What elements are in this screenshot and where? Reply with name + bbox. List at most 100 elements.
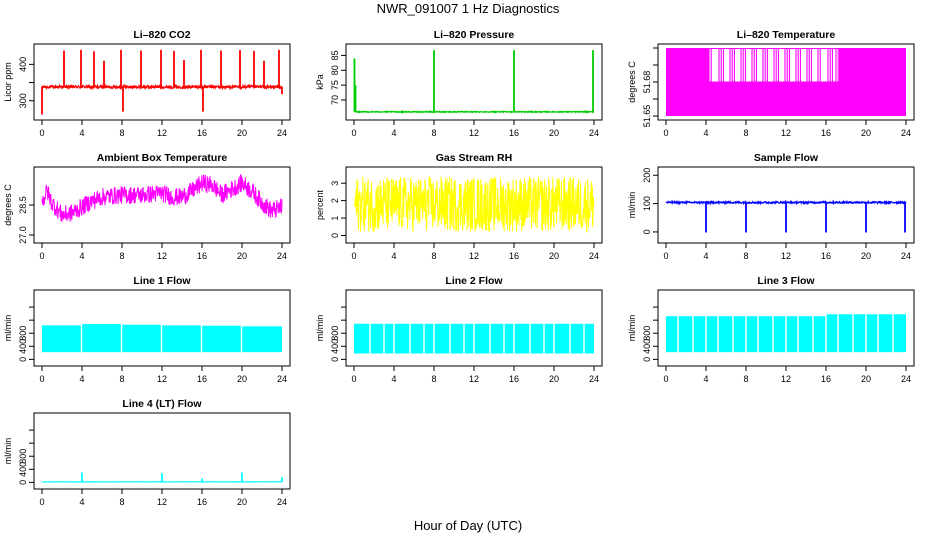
- y-tick-label: 0: [18, 480, 28, 485]
- y-tick-label: 400: [330, 339, 340, 354]
- x-tick-label: 0: [663, 251, 668, 261]
- y-tick-label: 51.65: [642, 105, 652, 128]
- x-tick-label: 4: [391, 251, 396, 261]
- y-tick-label: 3: [330, 181, 340, 186]
- x-tick-label: 4: [703, 128, 708, 138]
- x-tick-label: 8: [431, 128, 436, 138]
- y-tick-label: 85: [330, 50, 340, 60]
- x-tick-label: 24: [589, 251, 599, 261]
- x-tick-label: 0: [39, 497, 44, 507]
- x-tick-label: 24: [277, 128, 287, 138]
- y-tick-label: 51.68: [642, 71, 652, 94]
- subplot-title: Line 2 Flow: [445, 275, 503, 287]
- x-tick-label: 16: [821, 251, 831, 261]
- x-tick-label: 16: [509, 374, 519, 384]
- y-axis-label: degrees C: [627, 61, 637, 103]
- subplot-title: Line 4 (LT) Flow: [122, 398, 202, 410]
- data-layer: [41, 472, 283, 483]
- x-tick-label: 24: [277, 374, 287, 384]
- y-tick-label: 100: [642, 196, 652, 211]
- x-tick-label: 24: [589, 374, 599, 384]
- x-tick-label: 16: [197, 251, 207, 261]
- x-tick-label: 20: [549, 251, 559, 261]
- data-layer: [42, 292, 282, 364]
- x-tick-label: 24: [901, 128, 911, 138]
- x-tick-label: 12: [469, 128, 479, 138]
- y-tick-label: 300: [18, 93, 28, 108]
- x-tick-label: 24: [901, 251, 911, 261]
- x-tick-label: 8: [119, 251, 124, 261]
- data-layer: [353, 175, 595, 234]
- data-layer: [666, 292, 906, 364]
- plot-frame: [33, 166, 291, 244]
- y-axis-label: degrees C: [3, 184, 13, 226]
- x-tick-label: 16: [821, 374, 831, 384]
- y-tick-label: 0: [642, 229, 652, 234]
- x-tick-label: 20: [237, 128, 247, 138]
- x-tick-label: 20: [237, 374, 247, 384]
- y-axis-label: ml/min: [627, 315, 637, 342]
- y-tick-label: 200: [642, 168, 652, 183]
- y-tick-label: 0: [330, 233, 340, 238]
- data-layer: [41, 49, 283, 115]
- x-tick-label: 12: [781, 251, 791, 261]
- x-tick-label: 16: [509, 128, 519, 138]
- x-tick-label: 16: [197, 128, 207, 138]
- x-tick-label: 16: [821, 128, 831, 138]
- x-tick-label: 16: [197, 374, 207, 384]
- y-tick-label: 400: [642, 339, 652, 354]
- data-layer: [665, 199, 907, 233]
- plot-frame: [33, 43, 291, 121]
- x-tick-label: 4: [79, 374, 84, 384]
- y-axis-label: percent: [315, 189, 325, 220]
- x-tick-label: 4: [79, 251, 84, 261]
- x-tick-label: 8: [431, 374, 436, 384]
- x-tick-label: 24: [589, 128, 599, 138]
- x-tick-label: 4: [703, 374, 708, 384]
- plot-frame: [345, 43, 603, 121]
- x-tick-label: 0: [39, 374, 44, 384]
- y-tick-label: 70: [330, 95, 340, 105]
- y-tick-label: 0: [642, 357, 652, 362]
- data-layer: [41, 174, 283, 222]
- x-tick-label: 12: [469, 251, 479, 261]
- series-line: [41, 83, 283, 91]
- y-tick-label: 27.0: [18, 226, 28, 244]
- x-tick-label: 12: [781, 128, 791, 138]
- x-tick-label: 20: [237, 251, 247, 261]
- y-axis-label: ml/min: [627, 192, 637, 219]
- x-tick-label: 8: [119, 497, 124, 507]
- x-tick-label: 0: [39, 128, 44, 138]
- subplot-title: Line 3 Flow: [757, 275, 815, 287]
- data-layer: [666, 48, 906, 116]
- x-tick-label: 8: [431, 251, 436, 261]
- y-tick-label: 800: [18, 326, 28, 341]
- flow-band: [242, 326, 282, 353]
- x-tick-label: 8: [119, 374, 124, 384]
- subplot-title: Li–820 CO2: [133, 29, 190, 41]
- y-axis-label: ml/min: [3, 438, 13, 465]
- x-tick-label: 16: [197, 497, 207, 507]
- subplot-title: Ambient Box Temperature: [97, 152, 228, 164]
- x-tick-label: 0: [663, 128, 668, 138]
- flow-band: [162, 325, 202, 353]
- y-tick-label: 80: [330, 65, 340, 75]
- y-tick-label: 0: [18, 357, 28, 362]
- flow-band: [122, 324, 162, 353]
- x-tick-label: 20: [549, 128, 559, 138]
- x-tick-label: 8: [119, 128, 124, 138]
- subplot-licor_temp: Li–820 Temperature degrees C 0 4 8 12 16 20 24 51…: [627, 29, 915, 138]
- x-tick-label: 24: [277, 251, 287, 261]
- x-tick-label: 12: [157, 128, 167, 138]
- y-tick-label: 2: [330, 198, 340, 203]
- data-layer: [353, 50, 595, 115]
- y-tick-label: 1: [330, 216, 340, 221]
- x-tick-label: 12: [157, 497, 167, 507]
- series-line: [41, 174, 283, 222]
- x-tick-label: 0: [351, 128, 356, 138]
- subplot-pressure: Li–820 Pressure kPa 0 4 8 12 16 20 24 70 75 80 85: [315, 29, 603, 138]
